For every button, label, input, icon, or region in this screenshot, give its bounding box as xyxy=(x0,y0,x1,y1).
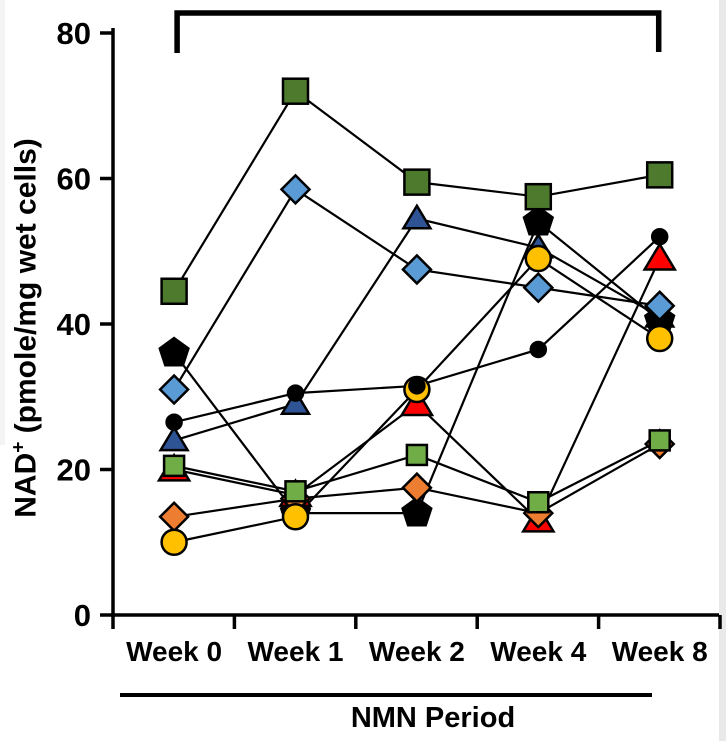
marker-subject-black-circle xyxy=(650,227,669,246)
marker-subject-red-triangle xyxy=(642,241,678,271)
y-tick-label-80: 80 xyxy=(57,16,91,51)
x-category-label-week-0: Week 0 xyxy=(126,636,222,667)
y-tick-label-60: 60 xyxy=(57,162,91,197)
marker-subject-black-pentagon xyxy=(401,496,433,527)
y-tick-label-0: 0 xyxy=(74,598,91,633)
marker-subject-light-green-square xyxy=(284,480,307,503)
x-axis-title-row: NMN Period xyxy=(0,702,726,735)
marker-subject-navy-triangle xyxy=(401,203,433,230)
screenshot-right-edge xyxy=(719,0,726,741)
screenshot-left-edge xyxy=(0,0,5,445)
x-category-label-week-4: Week 4 xyxy=(490,636,586,667)
marker-subject-orange-diamond xyxy=(158,501,190,533)
y-tick-label-40: 40 xyxy=(57,307,91,342)
x-axis-title: NMN Period xyxy=(350,702,516,734)
marker-subject-dark-green-square xyxy=(645,161,674,189)
marker-subject-black-pentagon xyxy=(522,205,555,236)
marker-subject-light-green-square xyxy=(162,454,186,478)
marker-subject-navy-triangle xyxy=(279,388,312,416)
x-category-label-week-8: Week 8 xyxy=(612,636,708,667)
y-axis-title-units: (pmole/mg wet cells) xyxy=(9,138,43,442)
marker-subject-light-green-square xyxy=(648,429,671,452)
marker-subject-yellow-circle xyxy=(281,503,310,531)
marker-subject-blue-diamond xyxy=(279,173,312,206)
marker-subject-blue-diamond xyxy=(401,253,433,286)
marker-subject-dark-green-square xyxy=(403,168,431,196)
marker-subject-navy-triangle xyxy=(158,425,190,452)
marker-subject-dark-green-square xyxy=(524,182,553,211)
marker-subject-yellow-circle xyxy=(524,244,553,273)
marker-subject-black-circle xyxy=(165,413,183,431)
y-axis-title-main: NAD xyxy=(9,452,43,518)
marker-subject-yellow-circle xyxy=(160,528,188,556)
marker-subject-blue-diamond xyxy=(522,271,555,304)
x-category-label-week-2: Week 2 xyxy=(369,636,465,667)
marker-subject-blue-diamond xyxy=(643,290,676,322)
marker-subject-black-circle xyxy=(529,340,548,359)
marker-subject-black-pentagon xyxy=(158,336,190,367)
marker-subject-dark-green-square xyxy=(281,77,310,105)
y-axis-title-superscript: + xyxy=(8,441,30,453)
marker-subject-dark-green-square xyxy=(160,277,188,306)
marker-subject-yellow-circle xyxy=(645,324,674,353)
y-tick-label-20: 20 xyxy=(57,453,91,488)
marker-subject-blue-diamond xyxy=(158,373,190,406)
marker-subject-orange-diamond xyxy=(401,471,433,504)
marker-subject-black-circle xyxy=(408,377,426,395)
significance-bracket xyxy=(174,10,662,53)
marker-subject-black-circle xyxy=(286,384,305,402)
y-axis-title: NAD+ (pmole/mg wet cells) xyxy=(9,138,44,518)
marker-subject-light-green-square xyxy=(527,490,550,514)
marker-subject-light-green-square xyxy=(405,443,429,467)
x-category-label-week-1: Week 1 xyxy=(248,636,344,667)
